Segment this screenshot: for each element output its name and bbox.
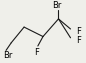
Text: Br: Br xyxy=(52,1,61,10)
Text: F: F xyxy=(34,48,39,57)
Text: F: F xyxy=(76,27,81,36)
Text: F: F xyxy=(76,36,81,45)
Text: Br: Br xyxy=(3,51,13,60)
